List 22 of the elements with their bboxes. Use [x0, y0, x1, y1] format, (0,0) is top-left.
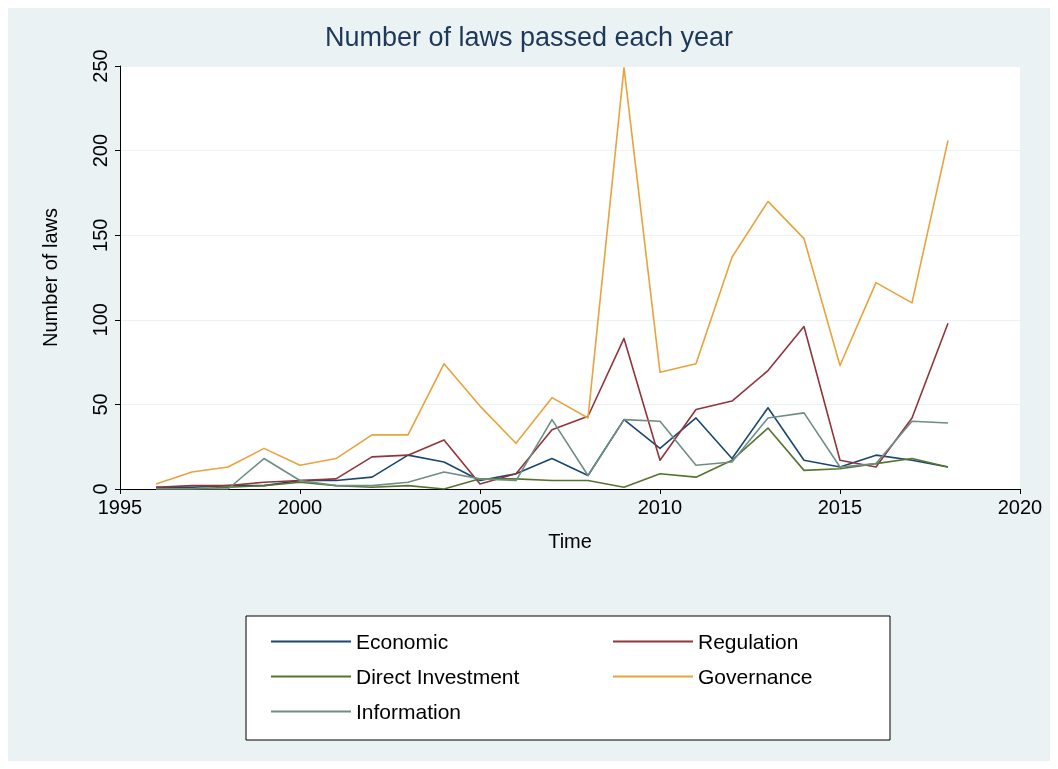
legend-label: Direct Investment [356, 665, 520, 688]
y-tick-label: 100 [89, 303, 111, 337]
legend-label: Governance [698, 665, 813, 688]
chart-title: Number of laws passed each year [324, 21, 734, 52]
x-tick-label: 2000 [277, 496, 323, 518]
x-tick-label: 1995 [97, 496, 143, 518]
y-tick-label: 0 [89, 483, 111, 495]
y-tick-label: 250 [89, 49, 111, 83]
y-tick-label: 150 [89, 218, 111, 252]
line-series [155, 322, 949, 489]
x-tick-label: 2020 [997, 496, 1043, 518]
legend-label: Economic [356, 630, 449, 653]
y-tick-label: 50 [89, 393, 111, 416]
y-tick-label: 200 [89, 133, 111, 168]
line-series [155, 66, 949, 485]
x-tick-label: 2005 [457, 496, 503, 518]
x-tick-label: 2015 [817, 496, 863, 518]
legend-label: Information [356, 700, 462, 723]
x-tick-label: 2010 [637, 496, 683, 518]
y-axis-title: Number of laws [39, 208, 61, 347]
x-axis-title: Time [548, 530, 592, 552]
legend-label: Regulation [698, 630, 799, 653]
